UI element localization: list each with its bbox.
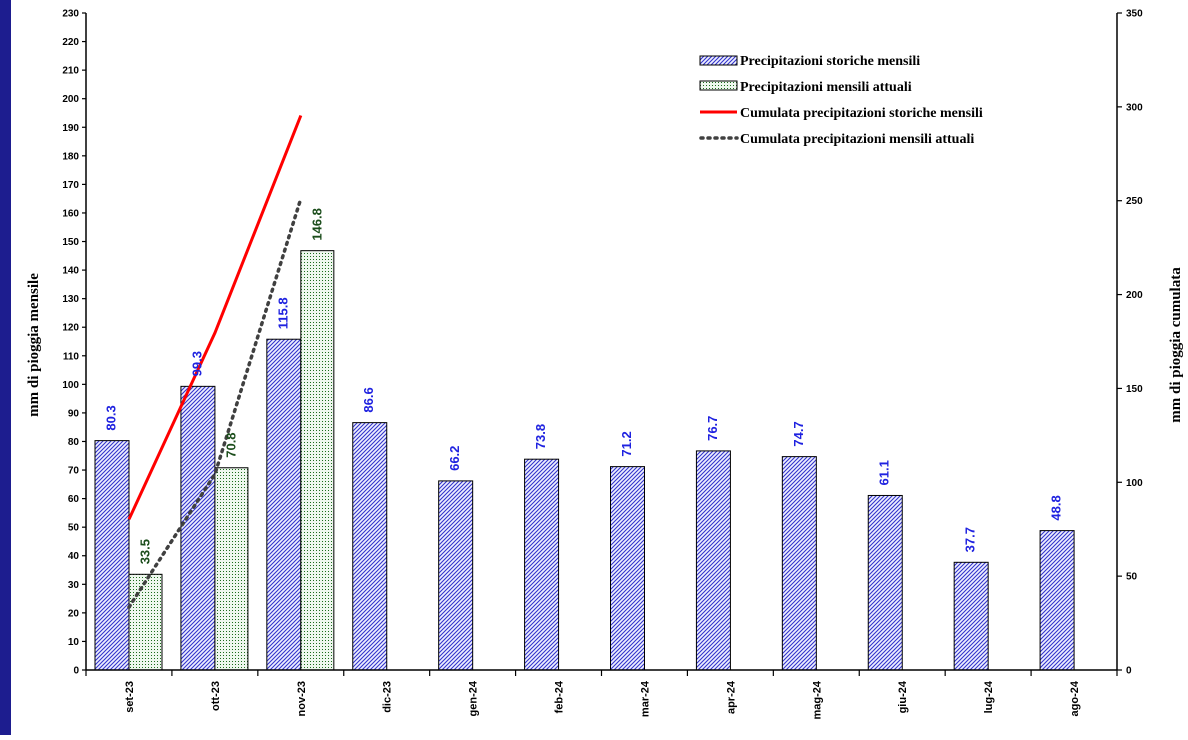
bar-historical-lug-24: [953, 561, 989, 671]
data-label-current: 70.8: [223, 432, 238, 457]
y2-tick-label: 200: [1126, 290, 1143, 301]
y-tick-label: 110: [63, 351, 80, 362]
y-tick-label: 0: [73, 666, 79, 677]
bar-current-nov-23: [300, 250, 335, 671]
legend-swatch-historical: [699, 55, 738, 66]
bar-historical-mar-24: [610, 466, 645, 671]
bar-historical-mag-24: [781, 456, 817, 671]
y2-tick-label: 150: [1126, 384, 1143, 395]
data-label-historical: 73.8: [533, 424, 548, 449]
data-label-historical: 74.7: [791, 421, 806, 446]
x-tick-label: gen-24: [468, 680, 480, 716]
bar-current-set-23: [128, 573, 163, 671]
legend-label: Cumulata precipitazioni mensili attuali: [740, 132, 974, 147]
legend-label: Precipitazioni storiche mensili: [740, 54, 920, 69]
y2-tick-label: 100: [1126, 478, 1143, 489]
y-tick-label: 200: [62, 94, 79, 105]
bar-historical-dic-23: [352, 422, 388, 671]
y-tick-label: 220: [62, 37, 79, 48]
bar-historical-set-23: [94, 440, 130, 671]
x-tick-label: mag-24: [811, 680, 823, 719]
y-tick-label: 180: [62, 151, 79, 162]
y-tick-label: 190: [62, 123, 79, 134]
bar-historical-gen-24: [438, 480, 474, 671]
data-label-historical: 48.8: [1049, 495, 1064, 520]
bar-current-ott-23: [214, 467, 249, 671]
y2-tick-label: 300: [1126, 102, 1143, 113]
y2-tick-label: 0: [1126, 666, 1132, 677]
data-label-current: 33.5: [137, 539, 152, 564]
y-tick-label: 170: [62, 180, 79, 191]
bar-historical-ott-23: [180, 385, 216, 671]
y-tick-label: 140: [62, 266, 79, 277]
data-label-current: 146.8: [309, 208, 324, 241]
y-tick-label: 120: [62, 323, 79, 334]
line-cumulative-historical: [127, 114, 303, 520]
y-tick-label: 50: [68, 523, 80, 534]
x-tick-label: dic-23: [382, 681, 394, 713]
data-label-historical: 80.3: [103, 405, 118, 430]
data-label-historical: 99.3: [189, 351, 204, 376]
bar-historical-ago-24: [1039, 530, 1075, 671]
data-label-historical: 71.2: [619, 431, 634, 456]
bar-historical-apr-24: [695, 450, 731, 671]
x-tick-label: set-23: [124, 681, 136, 713]
data-label-historical: 115.8: [275, 297, 290, 329]
data-label-historical: 86.6: [361, 387, 376, 412]
legend-swatch-current: [699, 80, 738, 91]
y-tick-label: 210: [62, 66, 79, 77]
y-tick-label: 160: [62, 208, 79, 219]
y-tick-label: 100: [62, 380, 79, 391]
x-tick-label: apr-24: [725, 680, 737, 714]
y-tick-label: 150: [62, 237, 79, 248]
x-tick-label: nov-23: [296, 681, 308, 716]
bar-historical-feb-24: [524, 458, 560, 671]
data-label-historical: 37.7: [963, 527, 978, 552]
line-cumulative-current: [127, 196, 303, 609]
y2-tick-label: 250: [1126, 196, 1143, 207]
y2-axis-title: mm di pioggia cumulata: [1168, 267, 1184, 423]
bar-historical-nov-23: [266, 338, 302, 671]
y-tick-label: 60: [68, 494, 80, 505]
left-border: [0, 0, 11, 735]
y-tick-label: 20: [68, 608, 80, 619]
bar-historical-giu-24: [867, 494, 903, 671]
y2-tick-label: 50: [1126, 572, 1138, 583]
x-tick-label: lug-24: [983, 680, 995, 713]
y-tick-label: 70: [68, 466, 80, 477]
x-tick-label: mar-24: [639, 680, 651, 717]
y-tick-label: 90: [68, 408, 80, 419]
data-label-historical: 76.7: [705, 416, 720, 441]
y2-tick-label: 350: [1126, 9, 1143, 20]
x-tick-label: ott-23: [210, 681, 222, 711]
y-tick-label: 230: [62, 9, 79, 20]
x-tick-label: ago-24: [1069, 680, 1081, 716]
legend-label: Precipitazioni mensili attuali: [740, 80, 912, 95]
y-tick-label: 10: [68, 637, 80, 648]
y-tick-label: 30: [68, 580, 80, 591]
x-tick-label: giu-24: [897, 680, 909, 713]
legend-label: Cumulata precipitazioni storiche mensili: [740, 106, 983, 121]
y-axis-title: mm di pioggia mensile: [26, 273, 42, 417]
x-tick-label: feb-24: [554, 680, 566, 713]
y-tick-label: 40: [68, 551, 80, 562]
y-tick-label: 130: [62, 294, 79, 305]
data-label-historical: 61.1: [877, 460, 892, 485]
data-label-historical: 66.2: [447, 446, 462, 471]
y-tick-label: 80: [68, 437, 80, 448]
